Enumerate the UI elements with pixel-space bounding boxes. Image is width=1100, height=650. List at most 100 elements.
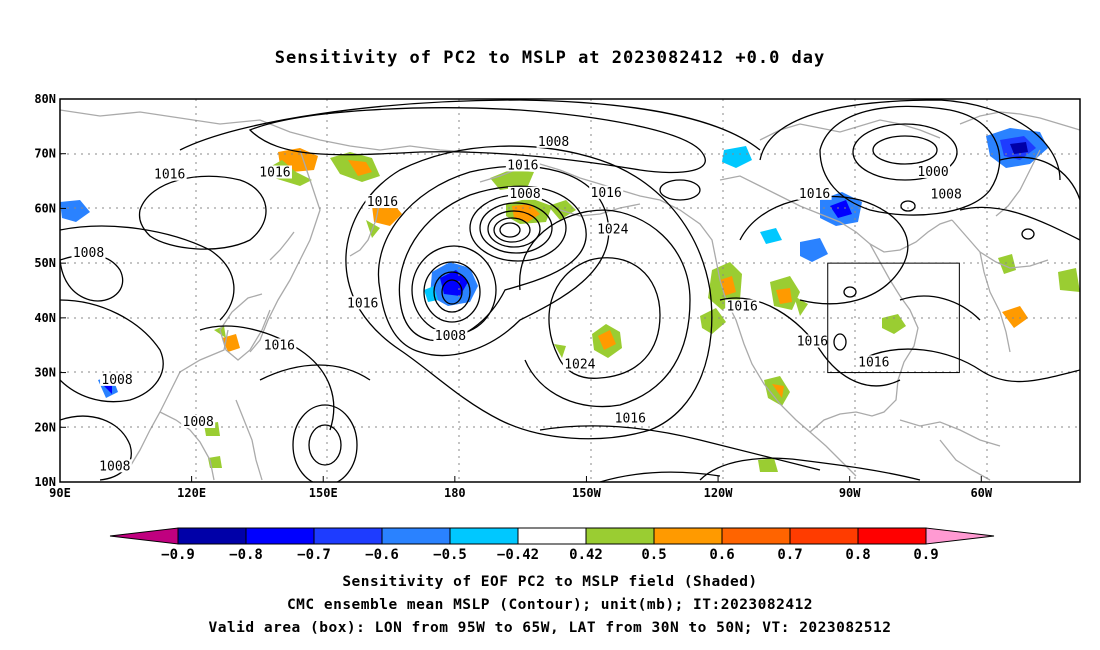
colorbar-label: −0.8 [229, 547, 263, 563]
shading-patch [700, 308, 726, 334]
longitude-tick-labels: 90E 120E 150E 180 150W 120W 90W 60W [49, 476, 993, 500]
contour-label-bg [433, 329, 468, 343]
contour-label: 1008 [509, 187, 540, 202]
lon-tick-label: 90W [839, 486, 861, 500]
lat-tick-label: 80N [34, 92, 56, 106]
colorbar-swatch [857, 527, 927, 545]
colorbar-swatch [789, 527, 859, 545]
shading-patch [60, 200, 90, 222]
contour-label: 1024 [564, 358, 595, 373]
lat-tick-label: 60N [34, 201, 56, 215]
lat-tick-label: 50N [34, 256, 56, 270]
shading-patch [800, 238, 828, 262]
lon-tick-label: 60W [970, 486, 992, 500]
colorbar-label: 0.8 [845, 547, 870, 563]
lon-tick-label: 90E [49, 486, 71, 500]
caption-line-2: CMC ensemble mean MSLP (Contour); unit(m… [286, 597, 814, 613]
shading-patch [830, 200, 852, 218]
contour-label: 1008 [101, 373, 132, 388]
contour-label-bg [257, 165, 292, 179]
lon-tick-label: 120W [704, 486, 734, 500]
contour-label-bg [929, 187, 964, 201]
lon-tick-label: 150W [572, 486, 602, 500]
contour-label: 1016 [507, 158, 538, 173]
contour-label: 1008 [931, 187, 962, 202]
colorbar-label: −0.5 [433, 547, 467, 563]
contour-label: 1016 [591, 186, 622, 201]
contour-label: 1008 [435, 329, 466, 344]
shading-patch [1058, 268, 1080, 292]
contour-label-bg [100, 372, 135, 386]
contour-label: 1016 [727, 300, 758, 315]
contour-label: 1008 [73, 246, 104, 261]
shading-patch [554, 344, 566, 358]
colorbar-low-triangle [109, 527, 179, 545]
contour-label-bg [152, 167, 187, 181]
lat-tick-label: 20N [34, 420, 56, 434]
colorbar-label: 0.7 [777, 547, 802, 563]
colorbar-swatch [585, 527, 655, 545]
contour-label-bg [508, 186, 543, 200]
lon-tick-label: 150E [309, 486, 338, 500]
contour-label-bg [725, 299, 760, 313]
map-title: Sensitivity of PC2 to MSLP at 2023082412… [274, 48, 826, 68]
shading-patch [720, 276, 736, 296]
lon-tick-label: 120E [177, 486, 206, 500]
contour-label: 1016 [154, 168, 185, 183]
contour-label-bg [797, 186, 832, 200]
lat-tick-label: 70N [34, 147, 56, 161]
latitude-tick-labels: 80N 70N 60N 50N 40N 30N 20N 10N [34, 92, 66, 489]
colorbar-swatch [313, 527, 383, 545]
colorbar-high-triangle [925, 527, 995, 545]
contour-label-bg [856, 355, 891, 369]
colorbar-label: −0.6 [365, 547, 399, 563]
contour-label: 1024 [597, 222, 628, 237]
plot-frame [59, 98, 1081, 483]
mslp-contours [60, 99, 1080, 482]
plot-area [60, 99, 1080, 482]
colorbar-swatch [177, 527, 247, 545]
lat-tick-label: 10N [34, 475, 56, 489]
contour-label-bg [613, 411, 648, 425]
contour-label-bg [916, 164, 951, 178]
lat-tick-label: 40N [34, 311, 56, 325]
contour-label-bg [365, 195, 400, 209]
shading-patch [998, 254, 1016, 274]
contour-label: 1008 [183, 415, 214, 430]
contour-label: 1008 [99, 459, 130, 474]
contour-label-bg [345, 296, 380, 310]
valid-area-box [827, 262, 960, 374]
contour-label-bg [795, 334, 830, 348]
contour-label-bg [71, 245, 106, 259]
lon-tick-label: 180 [444, 486, 466, 500]
contour-label: 1016 [797, 335, 828, 350]
shading-patch [1002, 306, 1028, 328]
colorbar-swatch [245, 527, 315, 545]
contour-label: 1016 [264, 338, 295, 353]
contour-label: 1016 [615, 412, 646, 427]
shading-patch [794, 296, 808, 316]
shading-patch [760, 228, 782, 244]
contour-label: 1008 [538, 135, 569, 150]
colorbar-swatch [381, 527, 451, 545]
colorbar-label: −0.9 [161, 547, 195, 563]
contour-label: 1016 [347, 296, 378, 311]
contour-label: 1016 [799, 187, 830, 202]
shading-patch [722, 146, 752, 168]
contour-label-bg [505, 158, 540, 172]
colorbar-label: 0.9 [913, 547, 938, 563]
colorbar-swatch [653, 527, 723, 545]
shading-patch [348, 160, 372, 176]
contour-label: 1016 [858, 355, 889, 370]
colorbar-label: −0.7 [297, 547, 331, 563]
shading-patch [598, 330, 616, 350]
contour-label-bg [181, 415, 216, 429]
colorbar-label: 0.6 [709, 547, 734, 563]
caption-line-1: Sensitivity of EOF PC2 to MSLP field (Sh… [342, 574, 758, 590]
contour-label: 1016 [259, 166, 290, 181]
contour-label-bg [589, 185, 624, 199]
colorbar-swatch [517, 527, 587, 545]
contour-label: 1000 [917, 165, 948, 180]
